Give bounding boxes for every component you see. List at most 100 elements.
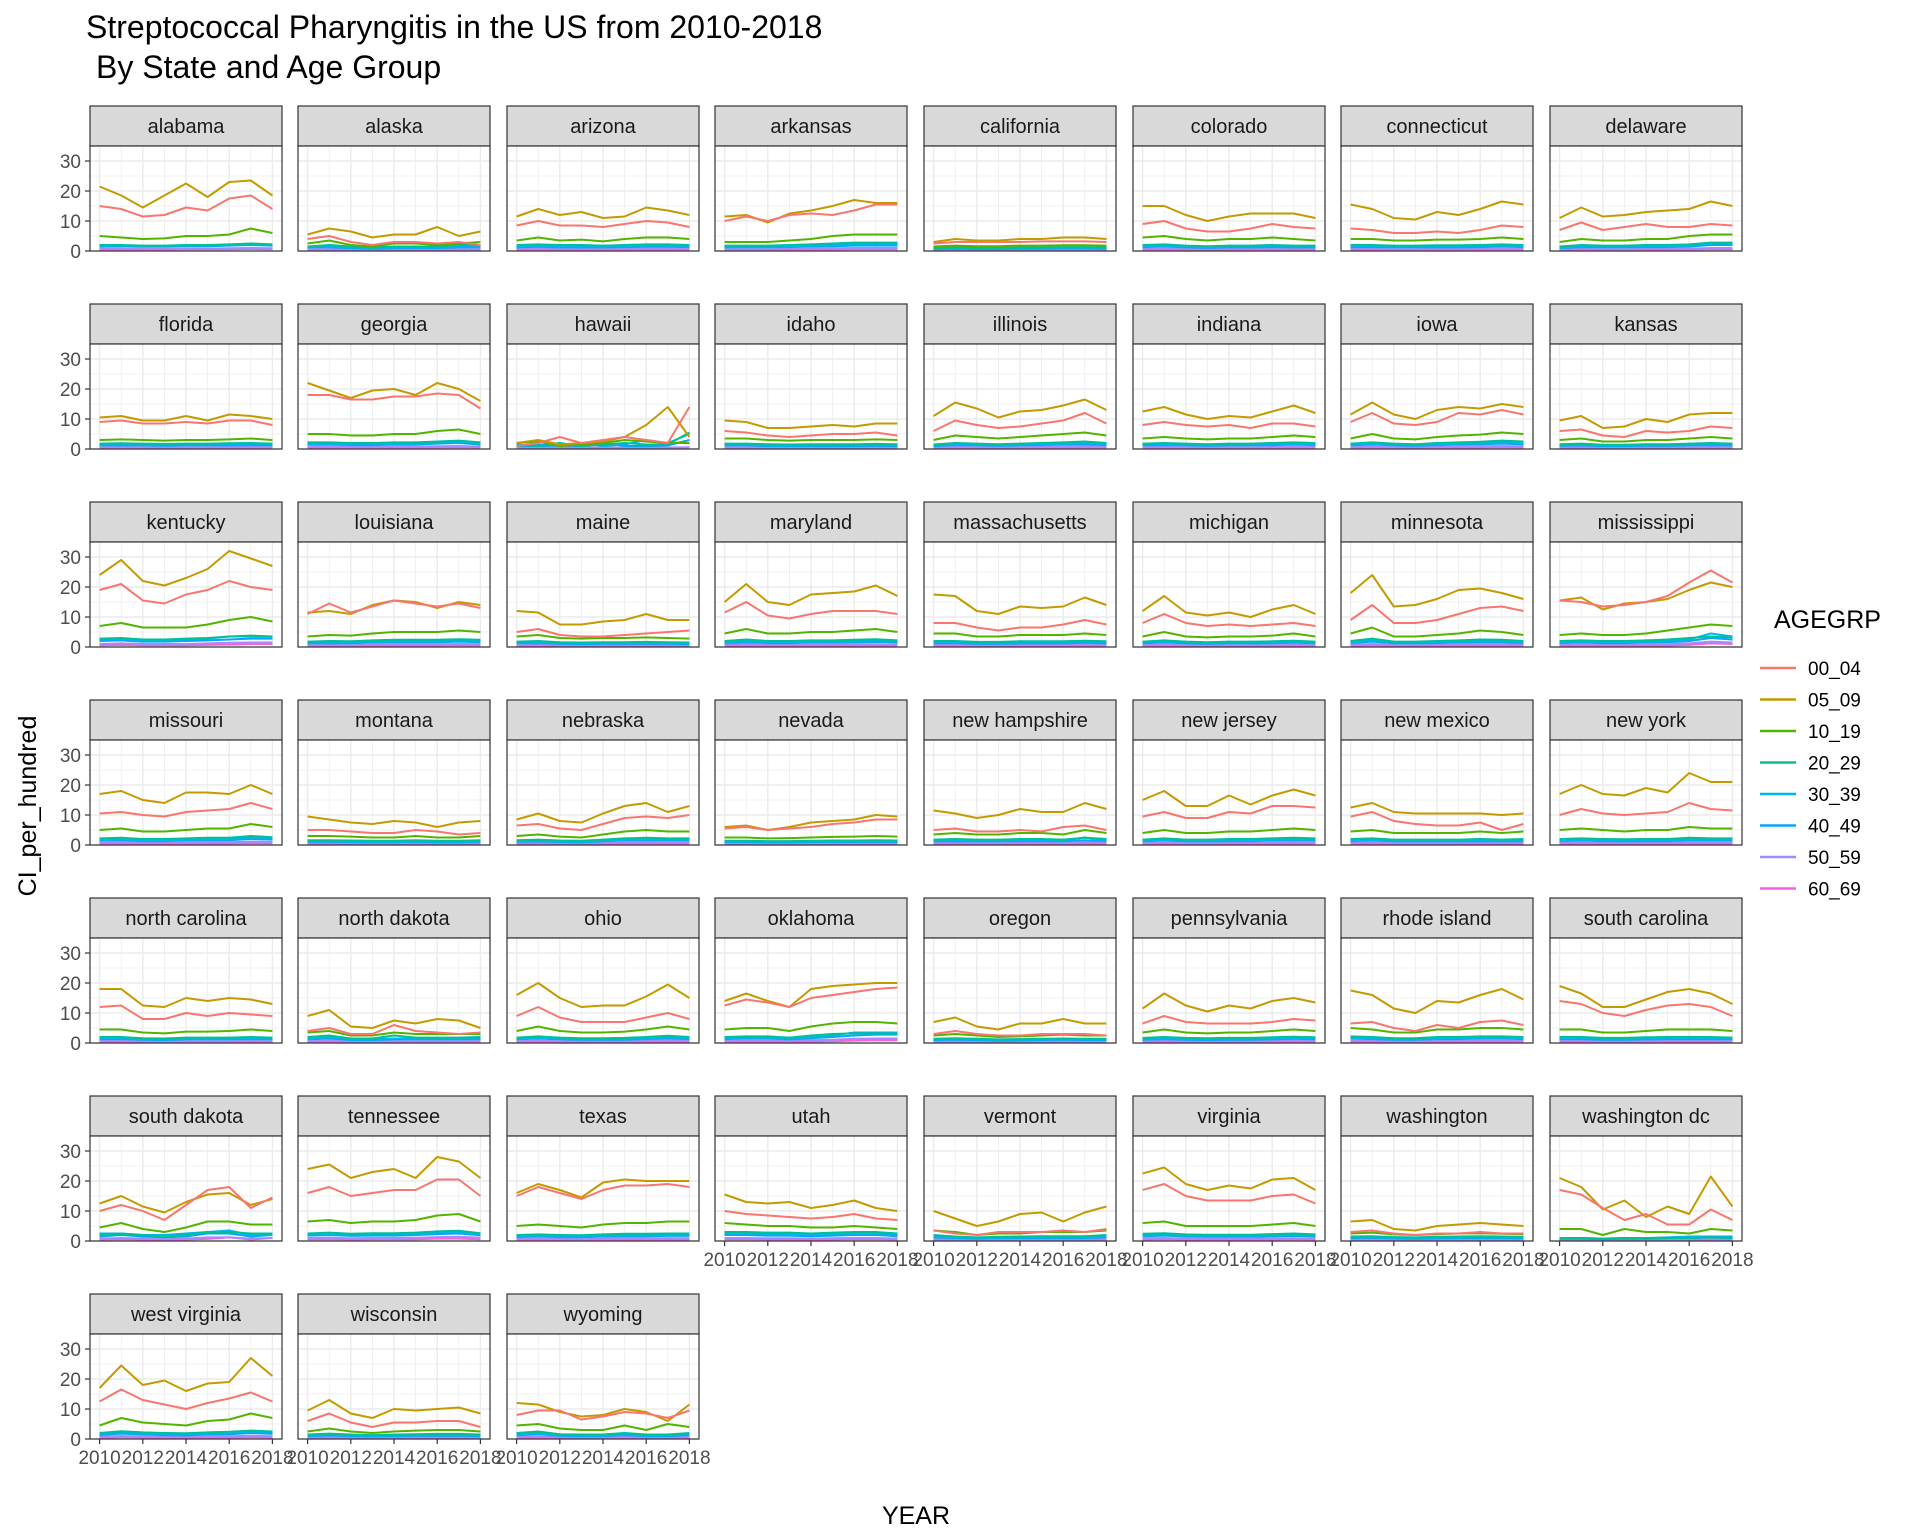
- series-line-05_09: [1559, 1175, 1734, 1218]
- panel-border: [506, 1135, 700, 1242]
- facet-strip-label: pennsylvania: [1171, 908, 1289, 930]
- series-line-05_09: [307, 815, 481, 828]
- series-line-05_09: [1559, 772, 1733, 797]
- series-line-00_04: [99, 1388, 273, 1410]
- series-line-20_29: [724, 241, 898, 247]
- facet-strip-label: florida: [159, 314, 214, 336]
- legend-label: 30_39: [1808, 785, 1861, 806]
- panel-border: [1340, 145, 1534, 252]
- series-line-20_29: [516, 836, 690, 842]
- facet-grid: alabama 0 10 20 30 alaska arizona arkansas calif…: [60, 105, 1754, 1469]
- series-line-10_19: [1142, 1028, 1316, 1035]
- facet-strip-label: oregon: [989, 908, 1051, 930]
- series-line-50_59: [1350, 247, 1524, 251]
- series-line-00_04: [1559, 221, 1733, 231]
- series-line-60_69: [99, 643, 273, 647]
- facet-strip-label: maine: [576, 512, 630, 534]
- series-line-30_39: [724, 639, 898, 644]
- series-line-30_39: [1142, 1233, 1316, 1237]
- x-tick-label: 2012: [1165, 1250, 1207, 1271]
- series-line-00_04: [1142, 805, 1316, 819]
- series-line-00_04: [99, 580, 273, 605]
- series-line-50_59: [1559, 841, 1733, 844]
- facet-strip: [506, 1293, 700, 1335]
- facet-strip: [1549, 303, 1743, 345]
- series-line-10_19: [99, 616, 273, 629]
- legend-title: AGEGRP: [1774, 606, 1881, 634]
- series-line-20_29: [307, 1229, 481, 1235]
- series-line-10_19: [307, 239, 481, 248]
- facet-panel-alaska: alaska: [297, 105, 491, 252]
- facet-strip: [89, 1293, 283, 1335]
- facet-strip-label: massachusetts: [953, 512, 1086, 534]
- facet-strip: [297, 1293, 491, 1335]
- panel-border: [89, 541, 283, 648]
- facet-strip-label: arizona: [570, 116, 636, 138]
- series-line-00_04: [724, 818, 898, 831]
- facet-panel-washington: washington 2010 2012 2014 2016 2018: [1329, 1095, 1545, 1271]
- y-tick-label: 30: [60, 1142, 81, 1163]
- facet-panel-connecticut: connecticut: [1340, 105, 1534, 252]
- series-line-50_59: [933, 643, 1107, 647]
- facet-panel-west-virginia: west virginia 0 10 20 30 2010 2012 2014 2016 2018: [60, 1293, 294, 1469]
- series-line-10_19: [1350, 431, 1524, 441]
- series-line-00_04: [307, 235, 481, 246]
- facet-panel-missouri: missouri 0 10 20 30: [60, 699, 283, 857]
- series-line-00_04: [307, 1178, 482, 1197]
- y-tick-label: 20: [60, 578, 81, 599]
- series-line-50_59: [1350, 841, 1524, 845]
- series-line-00_04: [933, 240, 1107, 245]
- facet-panel-kansas: kansas: [1549, 303, 1743, 450]
- series-line-30_39: [307, 639, 481, 644]
- series-line-50_59: [724, 1037, 898, 1042]
- series-line-10_19: [724, 233, 898, 243]
- x-tick-label: 2010: [286, 1448, 328, 1469]
- series-line-20_29: [933, 836, 1107, 841]
- x-tick-label: 2014: [999, 1250, 1042, 1271]
- series-line-05_09: [516, 982, 690, 1008]
- series-line-50_59: [724, 1237, 898, 1240]
- series-line-10_19: [933, 244, 1107, 248]
- series-line-20_29: [516, 431, 690, 447]
- series-line-05_09: [99, 413, 273, 422]
- facet-strip-label: rhode island: [1383, 908, 1492, 930]
- panel-border: [714, 343, 908, 450]
- y-tick-label: 0: [70, 242, 81, 263]
- series-line-10_19: [516, 1423, 690, 1431]
- series-line-20_29: [1559, 836, 1733, 841]
- y-axis-title: CI_per_hundred: [14, 716, 42, 897]
- series-line-05_09: [933, 1205, 1107, 1227]
- series-line-10_19: [1142, 434, 1316, 441]
- series-line-10_19: [307, 1213, 481, 1224]
- facet-strip-label: north dakota: [338, 908, 450, 930]
- x-axis-title: YEAR: [882, 1502, 950, 1530]
- facet-strip-label: kansas: [1614, 314, 1677, 336]
- facet-panel-new-hampshire: new hampshire: [923, 699, 1117, 846]
- facet-strip-label: west virginia: [130, 1304, 242, 1326]
- panel-border: [714, 145, 908, 252]
- series-line-10_19: [99, 1220, 273, 1233]
- panel-border: [714, 541, 908, 648]
- legend-item-60_69: 60_69: [1760, 880, 1861, 901]
- series-line-00_04: [516, 1006, 690, 1023]
- facet-panel-washington-dc: washington dc 2010 2012 2014 2016 2018: [1538, 1095, 1754, 1271]
- series-line-30_39: [1350, 1036, 1524, 1041]
- series-line-50_59: [307, 445, 481, 448]
- facet-strip-label: montana: [355, 710, 434, 732]
- series-line-05_09: [724, 419, 898, 429]
- series-line-30_39: [1559, 632, 1733, 644]
- facet-panel-mississippi: mississippi: [1549, 501, 1743, 648]
- facet-strip-label: arkansas: [770, 116, 851, 138]
- facet-strip: [297, 501, 491, 543]
- facet-strip-label: mississippi: [1598, 512, 1695, 534]
- facet-panel-vermont: vermont 2010 2012 2014 2016 2018: [912, 1095, 1128, 1271]
- facet-strip: [506, 303, 700, 345]
- legend-item-00_04: 00_04: [1760, 659, 1861, 680]
- series-line-05_09: [98, 1357, 274, 1392]
- series-line-05_09: [1142, 205, 1316, 222]
- series-line-30_39: [1350, 441, 1524, 447]
- facet-panel-texas: texas: [506, 1095, 700, 1242]
- facet-panel-delaware: delaware: [1549, 105, 1743, 252]
- series-line-00_04: [516, 628, 690, 638]
- y-tick-label: 20: [60, 1172, 81, 1193]
